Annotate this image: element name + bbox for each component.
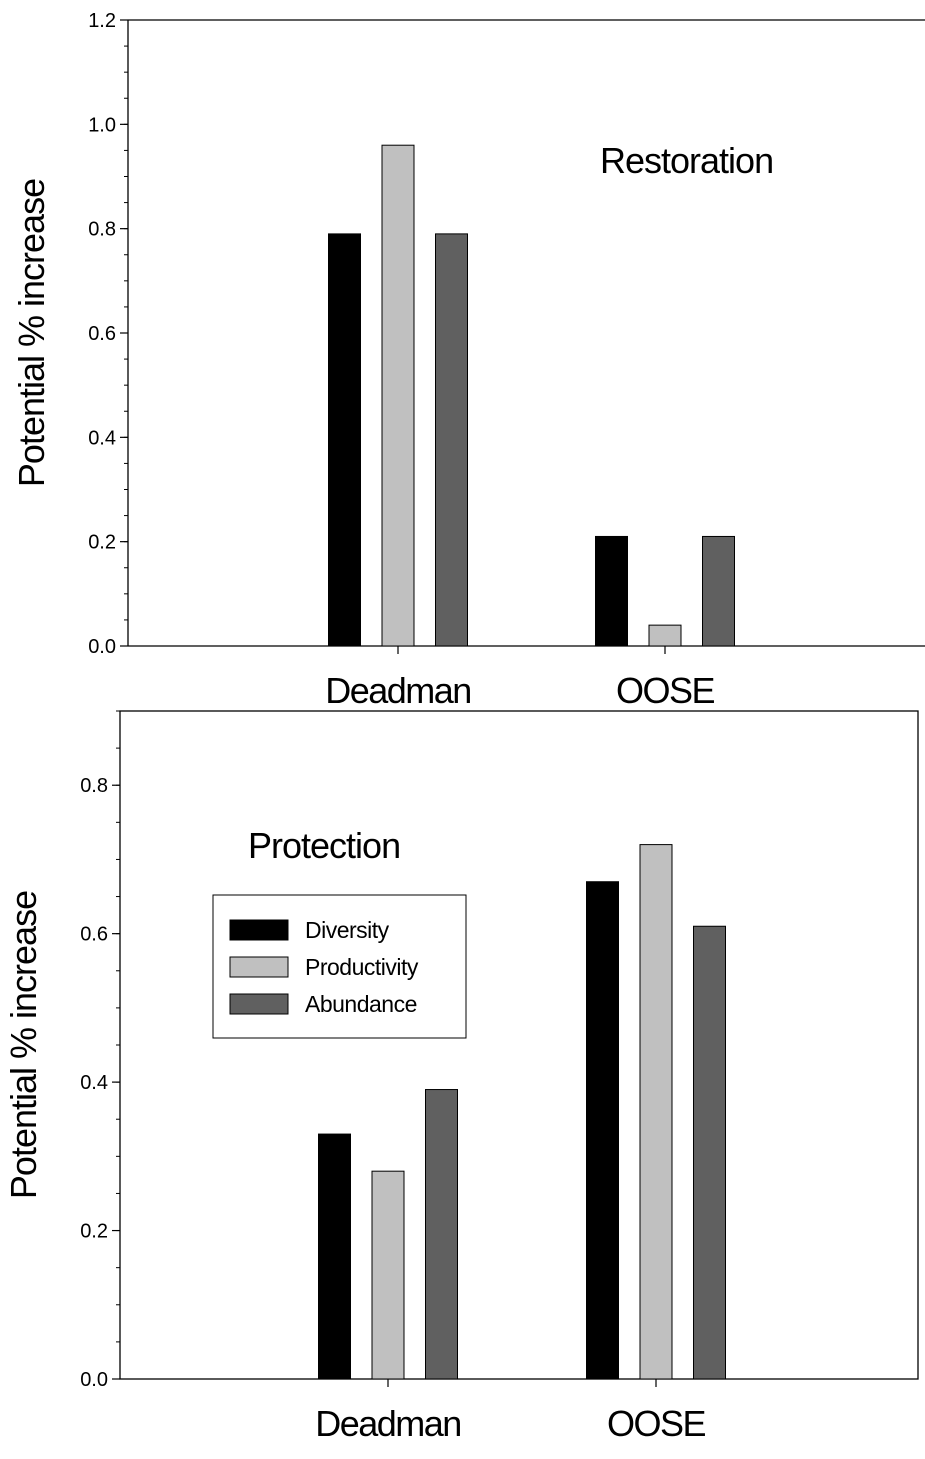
plot-frame: [119, 710, 919, 1380]
x-category-label: OOSE: [607, 1403, 706, 1444]
bar-diversity-oose: [586, 881, 619, 1380]
y-tick-label: 0.8: [88, 219, 116, 241]
y-tick-label: 0.4: [88, 427, 116, 449]
y-tick-label: 0.0: [80, 1369, 108, 1391]
legend-label-abundance: Abundance: [305, 991, 417, 1017]
bar-productivity-oose: [648, 624, 682, 647]
bar-diversity-oose: [595, 535, 628, 647]
legend-swatch-diversity: [229, 919, 289, 941]
y-tick-label: 0.0: [88, 636, 116, 658]
x-category-label: Deadman: [315, 1403, 461, 1444]
bar-productivity-deadman: [381, 144, 415, 647]
bar-productivity-oose: [639, 844, 673, 1380]
y-tick-label: 0.6: [88, 323, 116, 345]
legend-swatch-productivity: [229, 956, 289, 978]
y-axis-label: Potential % increase: [11, 179, 52, 487]
bar-abundance-deadman: [425, 1089, 458, 1380]
y-tick-label: 0.2: [80, 1221, 108, 1243]
legend-swatch-abundance: [229, 993, 289, 1015]
bar-abundance-oose: [693, 925, 726, 1380]
legend: Diversity Productivity Abundance: [212, 894, 467, 1039]
panel-annotation: Protection: [248, 825, 400, 866]
bar-productivity-deadman: [371, 1170, 405, 1380]
y-tick-label: 1.0: [88, 114, 116, 136]
bar-diversity-deadman: [318, 1133, 351, 1380]
y-tick-label: 0.6: [80, 924, 108, 946]
legend-label-diversity: Diversity: [305, 917, 390, 943]
chart-panel-2: 0.0 0.2 0.4 0.6 0.8 Deadman OOSE Potential % in…: [3, 710, 919, 1444]
x-category-label: Deadman: [325, 670, 471, 711]
chart-panel-1: 0.0 0.2 0.4 0.6 0.8 1.0 1.2 Deadman OOSE Potentia…: [11, 10, 925, 711]
panel-annotation: Restoration: [600, 140, 773, 181]
bar-abundance-deadman: [435, 233, 468, 647]
bar-abundance-oose: [702, 535, 735, 647]
y-tick-label: 0.4: [80, 1072, 108, 1094]
y-tick-label: 0.8: [80, 775, 108, 797]
bar-diversity-deadman: [328, 233, 361, 647]
y-tick-label: 1.2: [88, 10, 116, 32]
y-axis-label: Potential % increase: [3, 891, 44, 1199]
x-category-label: OOSE: [616, 670, 715, 711]
legend-label-productivity: Productivity: [305, 954, 419, 980]
y-tick-label: 0.2: [88, 532, 116, 554]
